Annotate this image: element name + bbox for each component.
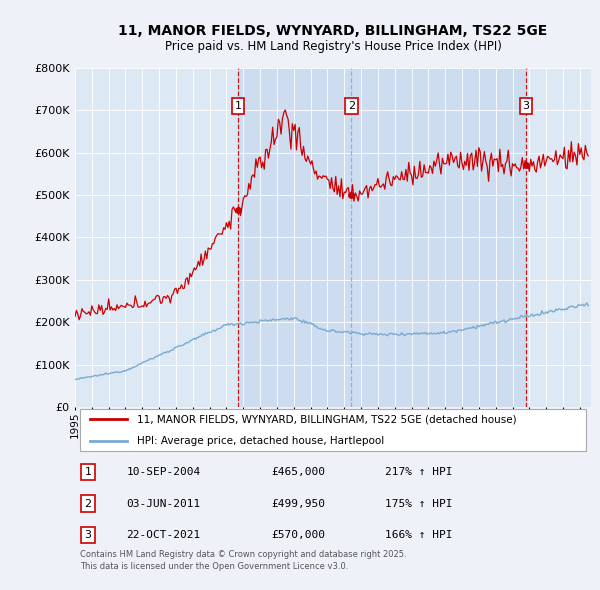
Text: 11, MANOR FIELDS, WYNYARD, BILLINGHAM, TS22 5GE (detached house): 11, MANOR FIELDS, WYNYARD, BILLINGHAM, T…: [137, 414, 517, 424]
Text: £570,000: £570,000: [271, 530, 325, 540]
FancyBboxPatch shape: [80, 409, 586, 451]
Text: 3: 3: [523, 101, 530, 111]
Text: 1: 1: [235, 101, 242, 111]
Text: 217% ↑ HPI: 217% ↑ HPI: [385, 467, 452, 477]
Text: 22-OCT-2021: 22-OCT-2021: [127, 530, 201, 540]
Text: HPI: Average price, detached house, Hartlepool: HPI: Average price, detached house, Hart…: [137, 435, 384, 445]
Text: 03-JUN-2011: 03-JUN-2011: [127, 499, 201, 509]
Text: 11, MANOR FIELDS, WYNYARD, BILLINGHAM, TS22 5GE: 11, MANOR FIELDS, WYNYARD, BILLINGHAM, T…: [118, 24, 548, 38]
Text: Contains HM Land Registry data © Crown copyright and database right 2025.
This d: Contains HM Land Registry data © Crown c…: [80, 550, 407, 571]
Text: 2: 2: [85, 499, 91, 509]
Text: Price paid vs. HM Land Registry's House Price Index (HPI): Price paid vs. HM Land Registry's House …: [164, 40, 502, 53]
Text: 3: 3: [85, 530, 91, 540]
Text: 10-SEP-2004: 10-SEP-2004: [127, 467, 201, 477]
Bar: [238, 68, 351, 407]
Text: £499,950: £499,950: [271, 499, 325, 509]
Text: 175% ↑ HPI: 175% ↑ HPI: [385, 499, 452, 509]
Bar: [351, 68, 526, 407]
Text: £465,000: £465,000: [271, 467, 325, 477]
Text: 2: 2: [348, 101, 355, 111]
Text: 1: 1: [85, 467, 91, 477]
Text: 166% ↑ HPI: 166% ↑ HPI: [385, 530, 452, 540]
